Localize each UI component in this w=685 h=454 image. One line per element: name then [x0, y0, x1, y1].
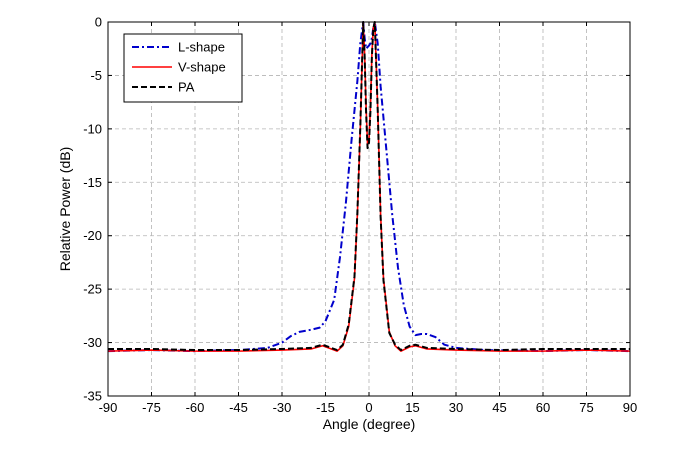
x-tick-label: 45	[492, 400, 506, 415]
y-tick-label: -5	[90, 68, 102, 83]
legend-label: PA	[178, 80, 195, 95]
y-tick-label: -10	[83, 121, 102, 136]
series-line-l-shape	[107, 21, 631, 353]
y-tick-label: -20	[83, 228, 102, 243]
x-tick-label: 30	[449, 400, 463, 415]
series-layer	[107, 21, 631, 353]
x-axis-label: Angle (degree)	[323, 416, 416, 432]
x-tick-label: -90	[99, 400, 118, 415]
x-tick-label: 0	[365, 400, 372, 415]
x-tick-label: 90	[623, 400, 637, 415]
x-tick-label: -45	[229, 400, 248, 415]
legend: L-shape V-shape PA	[123, 33, 243, 103]
x-tick-label: -60	[186, 400, 205, 415]
y-tick-label: -30	[83, 335, 102, 350]
x-tick-label: 75	[579, 400, 593, 415]
legend-label: L-shape	[178, 40, 225, 55]
legend-label: V-shape	[178, 60, 226, 75]
y-tick-label: -35	[83, 389, 102, 404]
series-line-pa	[108, 21, 630, 352]
x-tick-label: -30	[273, 400, 292, 415]
x-tick-label: 60	[536, 400, 550, 415]
tick-layer: -90 -75 -60 -45 -30 -15 0 15 30 45 60 75 90 0 -5 -10 -15…	[83, 15, 637, 416]
legend-box	[123, 33, 243, 103]
y-tick-label: -15	[83, 175, 102, 190]
x-tick-label: -75	[142, 400, 161, 415]
x-tick-label: -15	[316, 400, 335, 415]
y-tick-label: 0	[95, 15, 102, 30]
y-axis-label: Relative Power (dB)	[57, 147, 73, 272]
x-tick-label: 15	[405, 400, 419, 415]
y-tick-label: -25	[83, 282, 102, 297]
